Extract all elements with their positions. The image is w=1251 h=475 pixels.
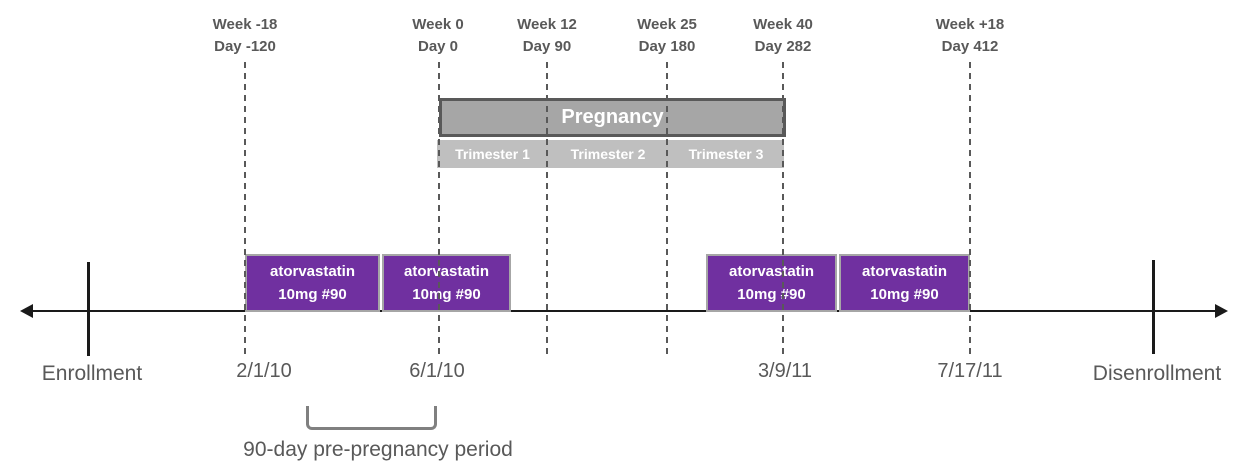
dashed-line-week12 [546,62,548,355]
milestone-label-week-minus18: Week -18 Day -120 [213,14,278,58]
day-text: Day 180 [638,38,696,55]
bracket-caption: 90-day pre-pregnancy period [243,438,513,461]
trimester-3-segment: Trimester 3 [688,146,764,162]
rx-dose: 10mg #90 [412,286,481,303]
enrollment-tick [87,262,90,356]
week-text: Week 0 [412,16,464,33]
enrollment-label: Enrollment [41,362,143,385]
rx-drug: atorvastatin [269,263,356,280]
milestone-label-week0: Week 0 Day 0 [412,14,463,58]
pregnancy-bar-label: Pregnancy [561,106,664,128]
day-text: Day 412 [941,38,999,55]
rx-box-2: atorvastatin 10mg #90 [382,254,511,312]
rx-box-4: atorvastatin 10mg #90 [839,254,970,312]
rx-box-3: atorvastatin 10mg #90 [706,254,837,312]
rx-drug: atorvastatin [403,263,490,280]
pre-pregnancy-bracket [306,406,437,430]
dashed-line-week40 [782,62,784,355]
milestone-label-week-plus18: Week +18 Day 412 [936,14,1005,58]
milestone-label-week25: Week 25 Day 180 [637,14,697,58]
week-text: Week 25 [637,16,697,33]
date-label-1: 2/1/10 [236,360,292,382]
day-text: Day 282 [754,38,812,55]
dashed-line-week-minus18 [244,62,246,355]
disenrollment-tick [1152,260,1155,354]
rx-dose: 10mg #90 [870,286,939,303]
week-text: Week 12 [517,16,577,33]
left-arrowhead-icon [20,304,33,318]
rx-box-1: atorvastatin 10mg #90 [245,254,380,312]
trimester-1-segment: Trimester 1 [455,146,530,162]
rx-drug: atorvastatin [861,263,948,280]
day-text: Day 0 [417,38,459,55]
milestone-label-week40: Week 40 Day 282 [753,14,813,58]
dashed-line-week-plus18 [969,62,971,355]
rx-drug: atorvastatin [728,263,815,280]
disenrollment-label: Disenrollment [1092,362,1222,385]
day-text: Day 90 [522,38,572,55]
week-text: Week +18 [935,16,1005,33]
trimester-2-segment: Trimester 2 [570,146,646,162]
milestone-label-week12: Week 12 Day 90 [517,14,577,58]
date-label-4: 7/17/11 [937,360,1003,382]
date-label-2: 6/1/10 [409,360,465,382]
dashed-line-week25 [666,62,668,355]
rx-dose: 10mg #90 [278,286,347,303]
rx-dose: 10mg #90 [737,286,806,303]
right-arrowhead-icon [1215,304,1228,318]
day-text: Day -120 [214,38,276,55]
timeline-axis [30,310,1222,312]
trimester-bar: Trimester 1 Trimester 2 Trimester 3 [437,140,784,168]
pregnancy-bar: Pregnancy [439,98,786,137]
dashed-line-week0 [438,62,440,355]
date-label-3: 3/9/11 [757,360,813,382]
week-text: Week 40 [753,16,813,33]
week-text: Week -18 [212,16,278,33]
